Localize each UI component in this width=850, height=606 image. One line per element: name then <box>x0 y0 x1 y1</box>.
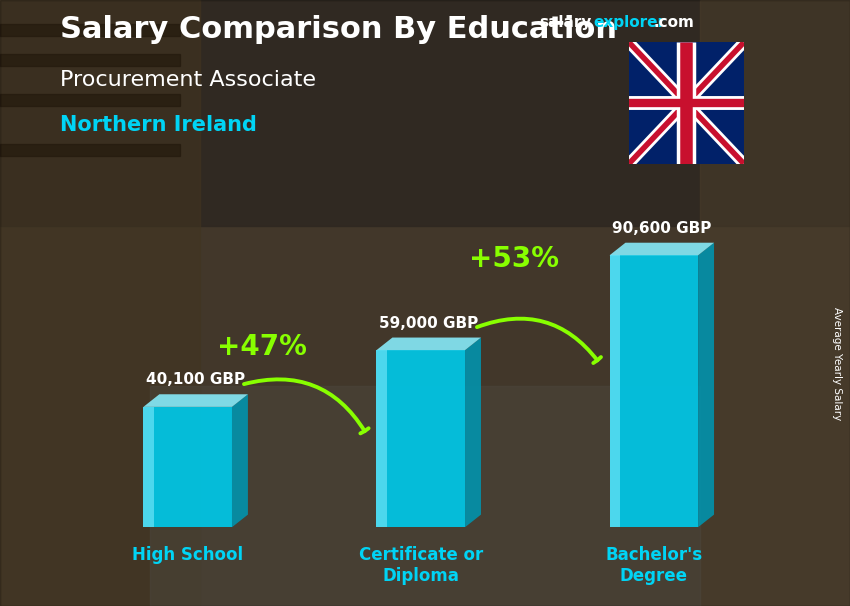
Text: salary: salary <box>540 15 592 30</box>
Polygon shape <box>609 243 714 255</box>
Bar <box>144 407 154 527</box>
Text: explorer: explorer <box>593 15 666 30</box>
Bar <box>609 255 698 527</box>
Bar <box>0 54 180 66</box>
Text: Salary Comparison By Education: Salary Comparison By Education <box>60 15 616 44</box>
Polygon shape <box>465 338 481 527</box>
Text: 40,100 GBP: 40,100 GBP <box>146 372 245 387</box>
Bar <box>700 0 850 606</box>
Text: Northern Ireland: Northern Ireland <box>60 115 257 135</box>
Bar <box>0 0 200 606</box>
Text: Average Yearly Salary: Average Yearly Salary <box>832 307 842 420</box>
Bar <box>144 407 232 527</box>
Text: 59,000 GBP: 59,000 GBP <box>379 316 479 331</box>
Polygon shape <box>232 395 248 527</box>
Text: 90,600 GBP: 90,600 GBP <box>612 221 711 236</box>
Bar <box>609 255 620 527</box>
Polygon shape <box>377 338 481 350</box>
Bar <box>0 24 180 36</box>
Bar <box>0 144 180 156</box>
Polygon shape <box>698 243 714 527</box>
Bar <box>150 386 700 606</box>
Text: +53%: +53% <box>469 245 559 273</box>
Bar <box>377 350 387 527</box>
Polygon shape <box>144 395 248 407</box>
Bar <box>377 350 465 527</box>
Text: +47%: +47% <box>218 333 307 361</box>
Bar <box>0 94 180 106</box>
Bar <box>0 0 850 226</box>
Text: .com: .com <box>654 15 694 30</box>
Text: Procurement Associate: Procurement Associate <box>60 70 315 90</box>
